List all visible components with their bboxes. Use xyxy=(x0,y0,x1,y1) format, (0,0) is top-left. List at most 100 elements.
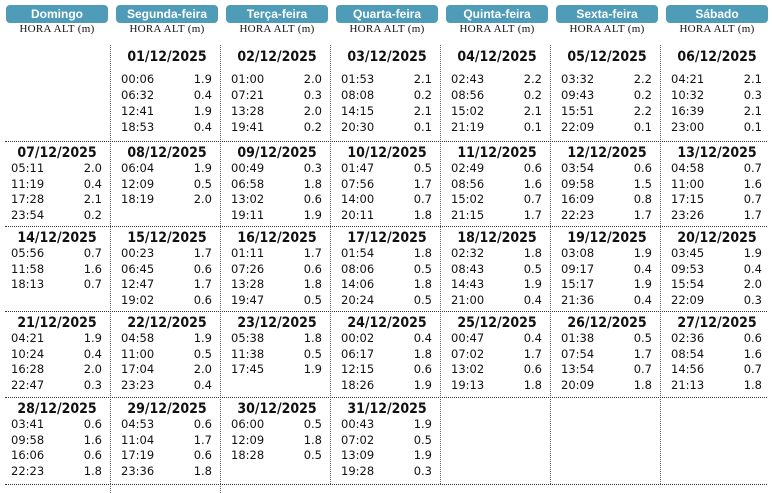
date: 10/12/2025 xyxy=(347,145,427,161)
tide-height: 0.4 xyxy=(633,261,652,276)
tide-time: 01:54 xyxy=(341,246,375,260)
tide-height: 2.0 xyxy=(193,192,212,206)
tide-height: 1.8 xyxy=(193,463,212,478)
tide-height: 1.7 xyxy=(303,246,322,260)
tide-time: 12:41 xyxy=(121,104,155,118)
tide-height: 1.8 xyxy=(743,377,762,392)
tide-height: 0.6 xyxy=(303,261,322,276)
tide-height: 0.5 xyxy=(303,292,322,307)
row-divider xyxy=(5,226,767,227)
column-divider xyxy=(440,45,441,484)
tide-height: 2.0 xyxy=(83,161,102,175)
tide-height: 0.5 xyxy=(303,417,322,431)
tide-time: 02:32 xyxy=(451,246,485,260)
tide-height: 1.9 xyxy=(523,277,542,291)
tide-time: 23:00 xyxy=(671,120,705,134)
tide-height: 0.7 xyxy=(413,192,432,206)
date: 05/12/2025 xyxy=(567,49,647,65)
tide-height: 0.2 xyxy=(633,88,652,102)
tide-height: 0.6 xyxy=(193,448,212,462)
tide-height: 0.4 xyxy=(743,261,762,276)
tide-height: 1.9 xyxy=(413,448,432,462)
tide-time: 07:02 xyxy=(451,346,485,361)
tide-height: 1.6 xyxy=(523,176,542,191)
tide-time: 03:54 xyxy=(561,161,595,175)
date: 21/12/2025 xyxy=(17,315,97,331)
tide-time: 22:09 xyxy=(671,292,705,307)
tide-time: 23:54 xyxy=(11,207,45,222)
tide-time: 13:02 xyxy=(231,192,265,206)
tide-height: 0.6 xyxy=(413,362,432,376)
row-divider xyxy=(5,484,767,485)
tide-time: 05:56 xyxy=(11,246,45,260)
tide-height: 1.8 xyxy=(413,277,432,291)
tide-height: 0.5 xyxy=(523,261,542,276)
tide-time: 17:45 xyxy=(231,362,265,376)
tide-height: 1.8 xyxy=(413,346,432,361)
tide-time: 23:23 xyxy=(121,377,155,392)
column-subheader: HORA ALT (m) xyxy=(239,23,315,35)
tide-height: 1.6 xyxy=(743,346,762,361)
row-divider xyxy=(5,141,767,142)
tide-height: 1.9 xyxy=(193,161,212,175)
tide-time: 09:43 xyxy=(561,88,595,102)
column-subheader: HORA ALT (m) xyxy=(679,23,755,35)
tide-time: 08:08 xyxy=(341,88,375,102)
tide-height: 1.9 xyxy=(193,104,212,118)
tide-height: 0.6 xyxy=(83,417,102,431)
date: 17/12/2025 xyxy=(347,230,427,246)
date: 23/12/2025 xyxy=(237,315,317,331)
tide-height: 1.6 xyxy=(83,432,102,447)
day-header: Sexta-feira xyxy=(556,5,658,23)
tide-height: 0.5 xyxy=(413,161,432,175)
tide-time: 16:39 xyxy=(671,104,705,118)
tide-time: 12:47 xyxy=(121,277,155,291)
tide-time: 08:56 xyxy=(451,176,485,191)
tide-height: 0.6 xyxy=(193,417,212,431)
tide-time: 11:19 xyxy=(11,176,45,191)
tide-time: 07:21 xyxy=(231,88,265,102)
date: 27/12/2025 xyxy=(677,315,757,331)
tide-time: 03:41 xyxy=(11,417,45,431)
tide-time: 22:09 xyxy=(561,120,595,134)
day-header: Terça-feira xyxy=(226,5,328,23)
tide-height: 2.0 xyxy=(743,277,762,291)
tide-height: 0.1 xyxy=(413,120,432,134)
tide-time: 18:28 xyxy=(231,448,265,462)
tide-time: 00:23 xyxy=(121,246,155,260)
tide-height: 2.0 xyxy=(193,362,212,376)
date: 01/12/2025 xyxy=(127,49,207,65)
row-divider xyxy=(5,311,767,312)
tide-height: 0.3 xyxy=(83,377,102,392)
tide-time: 16:09 xyxy=(561,192,595,206)
tide-time: 08:56 xyxy=(451,88,485,102)
date: 02/12/2025 xyxy=(237,49,317,65)
tide-time: 12:09 xyxy=(231,432,265,447)
tide-height: 1.8 xyxy=(303,176,322,191)
column-divider xyxy=(110,486,111,493)
date: 26/12/2025 xyxy=(567,315,647,331)
tide-time: 06:58 xyxy=(231,176,265,191)
tide-height: 1.8 xyxy=(413,207,432,222)
tide-height: 0.6 xyxy=(193,292,212,307)
tide-height: 2.1 xyxy=(413,72,432,86)
column-divider xyxy=(220,486,221,493)
tide-time: 07:02 xyxy=(341,432,375,447)
tide-height: 0.4 xyxy=(83,346,102,361)
tide-height: 0.5 xyxy=(193,176,212,191)
date: 03/12/2025 xyxy=(347,49,427,65)
tide-height: 0.2 xyxy=(303,120,322,134)
tide-time: 01:38 xyxy=(561,331,595,345)
tide-height: 1.8 xyxy=(303,277,322,291)
tide-time: 11:00 xyxy=(671,176,705,191)
tide-time: 15:02 xyxy=(451,104,485,118)
tide-height: 0.3 xyxy=(413,463,432,478)
tide-height: 0.6 xyxy=(633,161,652,175)
tide-time: 13:28 xyxy=(231,104,265,118)
tide-time: 19:02 xyxy=(121,292,155,307)
tide-time: 04:53 xyxy=(121,417,155,431)
tide-time: 12:15 xyxy=(341,362,375,376)
tide-time: 21:13 xyxy=(671,377,705,392)
tide-time: 11:58 xyxy=(11,261,45,276)
